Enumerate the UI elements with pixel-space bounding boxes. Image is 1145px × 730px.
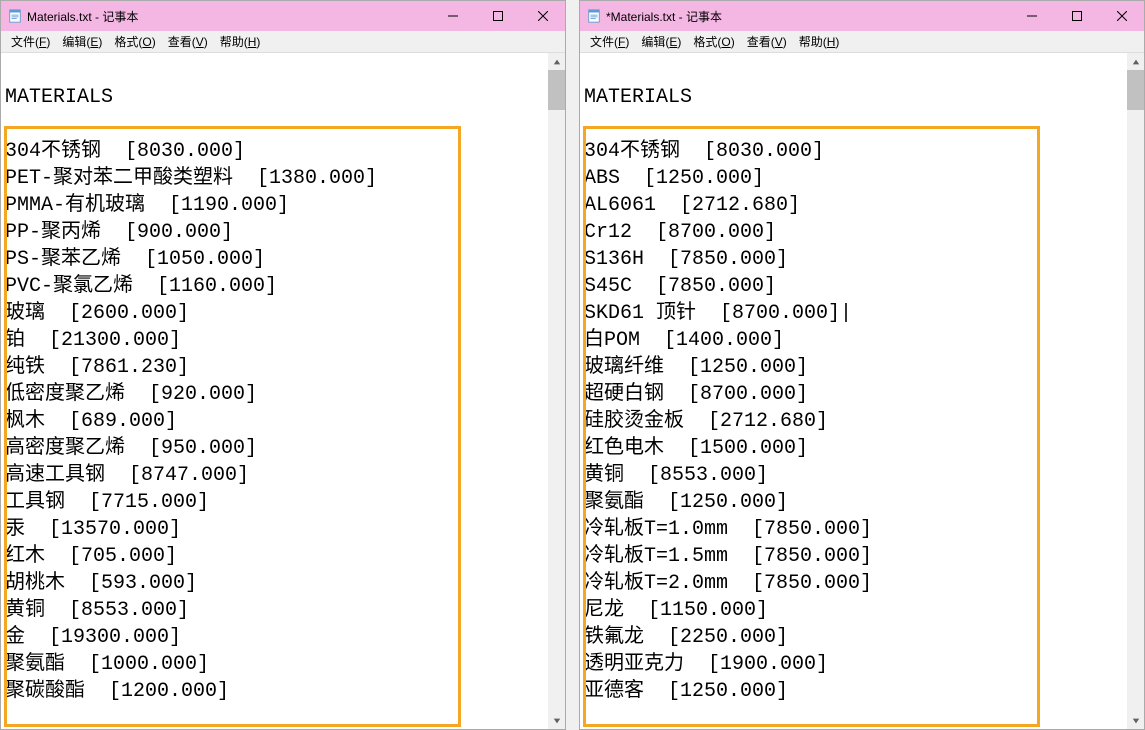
notepad-icon xyxy=(586,8,602,24)
vertical-scrollbar[interactable] xyxy=(548,53,565,729)
notepad-window[interactable]: *Materials.txt - 记事本文件(F)编辑(E)格式(O)查看(V)… xyxy=(579,0,1145,730)
minimize-button[interactable] xyxy=(1009,1,1054,31)
editor-area: MATERIALS 304不锈钢 [8030.000] ABS [1250.00… xyxy=(580,53,1144,729)
scroll-up-button[interactable] xyxy=(1127,53,1144,70)
menu-h[interactable]: 帮助(H) xyxy=(214,33,267,50)
notepad-icon xyxy=(7,8,23,24)
notepad-window[interactable]: Materials.txt - 记事本文件(F)编辑(E)格式(O)查看(V)帮… xyxy=(0,0,566,730)
maximize-button[interactable] xyxy=(475,1,520,31)
menu-o[interactable]: 格式(O) xyxy=(687,33,740,50)
window-controls xyxy=(430,1,565,31)
text-content[interactable]: MATERIALS 304不锈钢 [8030.000] PET-聚对苯二甲酸类塑… xyxy=(1,53,548,729)
titlebar[interactable]: Materials.txt - 记事本 xyxy=(1,1,565,31)
titlebar[interactable]: *Materials.txt - 记事本 xyxy=(580,1,1144,31)
scroll-down-button[interactable] xyxy=(548,712,565,729)
menu-o[interactable]: 格式(O) xyxy=(108,33,161,50)
menu-v[interactable]: 查看(V) xyxy=(741,33,793,50)
menu-e[interactable]: 编辑(E) xyxy=(635,33,687,50)
menu-e[interactable]: 编辑(E) xyxy=(56,33,108,50)
scroll-up-button[interactable] xyxy=(548,53,565,70)
menubar: 文件(F)编辑(E)格式(O)查看(V)帮助(H) xyxy=(1,31,565,53)
vertical-scrollbar[interactable] xyxy=(1127,53,1144,729)
close-button[interactable] xyxy=(1099,1,1144,31)
menu-v[interactable]: 查看(V) xyxy=(162,33,214,50)
menubar: 文件(F)编辑(E)格式(O)查看(V)帮助(H) xyxy=(580,31,1144,53)
text-content[interactable]: MATERIALS 304不锈钢 [8030.000] ABS [1250.00… xyxy=(580,53,1127,729)
minimize-button[interactable] xyxy=(430,1,475,31)
window-title: Materials.txt - 记事本 xyxy=(27,8,430,25)
menu-f[interactable]: 文件(F) xyxy=(584,33,635,50)
window-title: *Materials.txt - 记事本 xyxy=(606,8,1009,25)
scroll-down-button[interactable] xyxy=(1127,712,1144,729)
scroll-thumb[interactable] xyxy=(1127,70,1144,110)
editor-area: MATERIALS 304不锈钢 [8030.000] PET-聚对苯二甲酸类塑… xyxy=(1,53,565,729)
close-button[interactable] xyxy=(520,1,565,31)
menu-h[interactable]: 帮助(H) xyxy=(793,33,846,50)
window-controls xyxy=(1009,1,1144,31)
scroll-thumb[interactable] xyxy=(548,70,565,110)
menu-f[interactable]: 文件(F) xyxy=(5,33,56,50)
maximize-button[interactable] xyxy=(1054,1,1099,31)
